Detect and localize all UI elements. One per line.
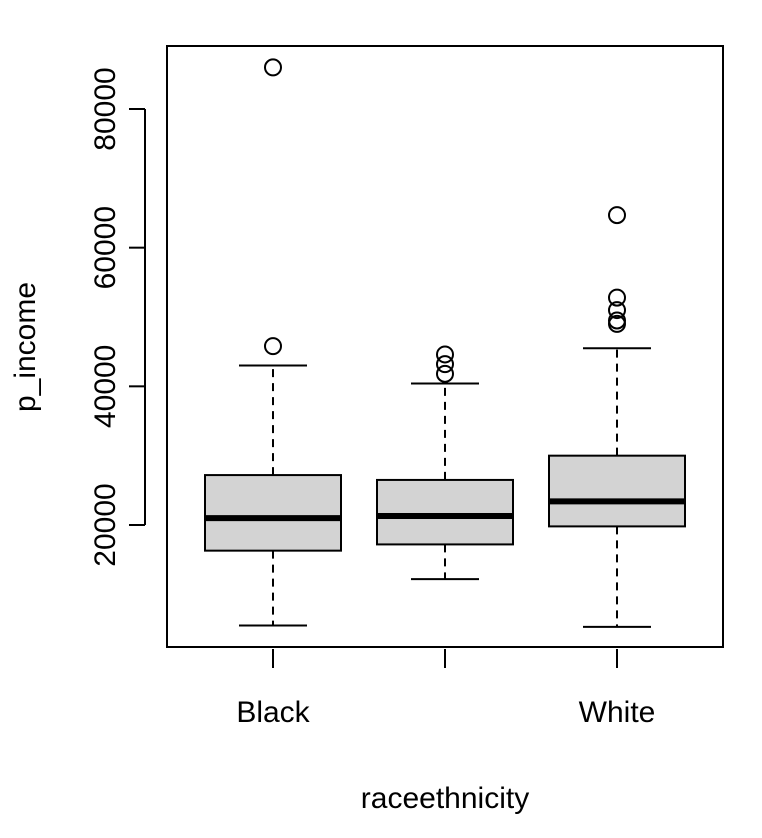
y-tick-label: 80000 [89, 67, 122, 150]
outlier-point [608, 206, 626, 225]
y-axis-label: p_income [9, 282, 42, 412]
outlier-point [608, 288, 626, 307]
outlier-point [264, 337, 282, 356]
box-group [376, 345, 514, 581]
x-axis: Black White [236, 649, 655, 729]
box-group [548, 206, 686, 628]
outlier-point [436, 345, 454, 364]
y-axis: 20000 40000 60000 80000 [89, 67, 146, 567]
outlier-point [264, 58, 282, 77]
outlier-point [608, 311, 626, 330]
outlier-point [608, 301, 626, 320]
box-group [204, 58, 342, 627]
iqr-box [376, 478, 514, 546]
iqr-box [548, 454, 686, 528]
x-tick-label: Black [236, 696, 310, 729]
x-axis-label: raceethnicity [361, 782, 529, 815]
outlier-point [436, 355, 454, 374]
iqr-box [204, 474, 342, 552]
outlier-point [436, 364, 454, 383]
y-tick-label: 60000 [89, 206, 122, 289]
x-tick-label: White [579, 696, 656, 729]
y-tick-label: 40000 [89, 345, 122, 428]
y-tick-label: 20000 [89, 483, 122, 566]
plot-frame [166, 45, 724, 648]
chart-marks [204, 58, 686, 628]
